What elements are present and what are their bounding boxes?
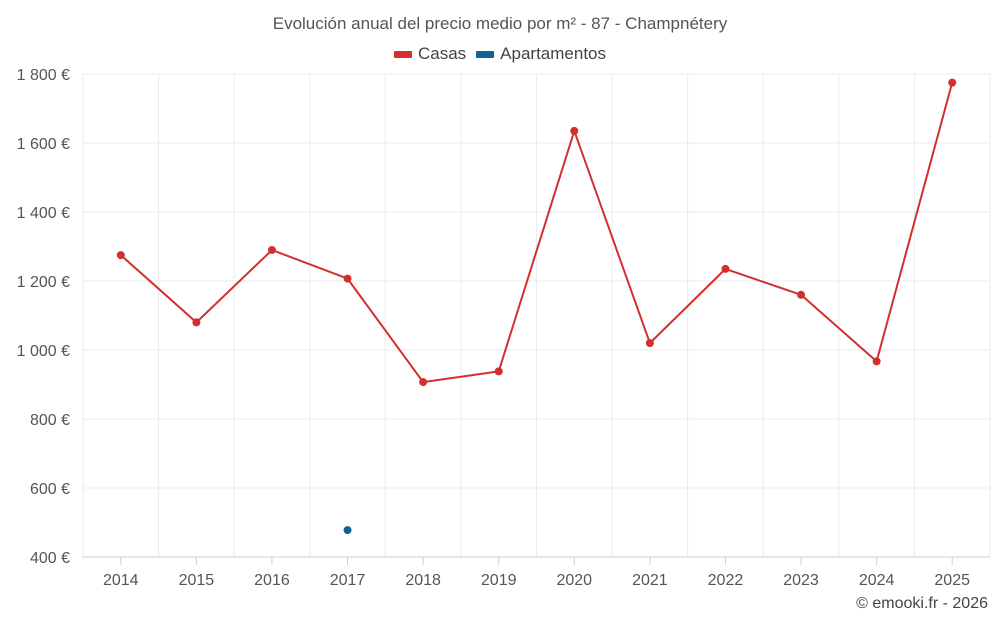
x-tick-label: 2021 (632, 572, 668, 589)
y-tick-label: 400 € (30, 550, 70, 567)
data-point-casas[interactable] (948, 78, 957, 87)
x-tick-label: 2018 (405, 572, 441, 589)
data-point-casas[interactable] (116, 251, 125, 260)
data-point-casas[interactable] (267, 245, 276, 254)
x-tick-label: 2015 (179, 572, 215, 589)
legend-swatch-casas (393, 50, 412, 58)
legend-swatch-apartamentos (476, 50, 495, 58)
y-tick-label: 1 200 € (17, 274, 70, 291)
y-tick-label: 600 € (30, 481, 70, 498)
data-point-casas[interactable] (343, 274, 352, 283)
data-point-casas[interactable] (419, 378, 428, 387)
x-tick-label: 2019 (481, 572, 517, 589)
chart-title: Evolución anual del precio medio por m² … (272, 14, 728, 33)
y-tick-label: 1 800 € (17, 67, 70, 84)
x-tick-label: 2022 (708, 572, 744, 589)
legend-label-apartamentos: Apartamentos (500, 44, 607, 63)
y-tick-label: 1 400 € (17, 205, 70, 222)
data-point-casas[interactable] (192, 318, 201, 327)
series-line-casas (120, 82, 954, 384)
data-point-casas[interactable] (797, 290, 806, 299)
data-points (116, 78, 957, 535)
credit-text: © emooki.fr - 2026 (856, 595, 988, 612)
legend-item-apartamentos[interactable]: Apartamentos (476, 44, 606, 64)
x-tick-label: 2016 (254, 572, 290, 589)
x-tick-label: 2014 (103, 572, 139, 589)
data-point-casas[interactable] (494, 367, 503, 376)
y-tick-label: 1 600 € (17, 136, 70, 153)
data-point-casas[interactable] (872, 357, 881, 366)
x-tick-label: 2025 (934, 572, 970, 589)
x-tick-label: 2023 (783, 572, 819, 589)
data-point-casas[interactable] (645, 339, 654, 348)
grid-lines (82, 73, 991, 558)
legend-item-casas[interactable]: Casas (393, 44, 467, 64)
data-point-casas[interactable] (570, 126, 579, 135)
data-point-casas[interactable] (721, 264, 730, 273)
legend: Casas Apartamentos (0, 44, 1000, 64)
axes: 400 € 600 € 800 € 1 000 € 1 200 € 1 400 € 1 60… (17, 67, 970, 589)
data-point-apartamentos[interactable] (343, 526, 352, 535)
series-lines (120, 82, 954, 384)
x-tick-label: 2017 (330, 572, 366, 589)
y-tick-label: 800 € (30, 412, 70, 429)
legend-label-casas: Casas (417, 44, 467, 63)
y-tick-label: 1 000 € (17, 343, 70, 360)
x-tick-label: 2024 (859, 572, 895, 589)
x-tick-label: 2020 (556, 572, 592, 589)
